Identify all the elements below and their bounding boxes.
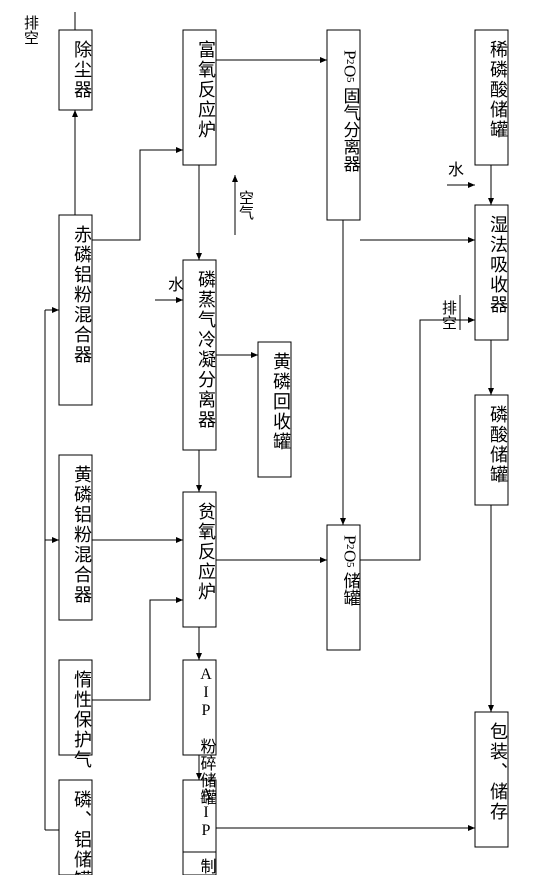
lbl-dilTank: 稀磷酸储罐 bbox=[488, 40, 508, 140]
lbl-ypMix: 黄磷铝粉混合器 bbox=[72, 465, 92, 605]
lbl-dust: 除尘器 bbox=[72, 40, 92, 100]
lbl-aipP: AIP 制剂加工 bbox=[198, 786, 217, 875]
lbl-acid: 磷酸储罐 bbox=[488, 405, 508, 485]
lbl-p2o5sep: P2O5 固气分离器 bbox=[341, 50, 361, 172]
lbl-redMix: 赤磷铝粉混合器 bbox=[72, 225, 92, 365]
edge-red-oxy bbox=[92, 150, 183, 240]
edge-p2o5tank-wet bbox=[360, 320, 475, 560]
lbl-oxyFurn: 富氧反应炉 bbox=[196, 40, 216, 140]
lbl-pCond: 磷蒸气冷凝分离器 bbox=[196, 270, 216, 430]
lbl-drain1: 排空 bbox=[22, 15, 39, 45]
lbl-p2o5tank: P2O5 储罐 bbox=[341, 535, 361, 606]
lbl-drain2: 排空 bbox=[440, 300, 457, 330]
lbl-water1: 水 bbox=[168, 276, 184, 294]
lbl-pack: 包装、储存 bbox=[488, 722, 508, 822]
lbl-wetAbs: 湿法吸收器 bbox=[488, 215, 508, 315]
lbl-pAl: 磷、铝储罐 bbox=[72, 790, 92, 875]
lbl-lean: 贫氧反应炉 bbox=[196, 502, 216, 602]
lbl-ypRec: 黄磷回收罐 bbox=[271, 352, 291, 452]
edge-inert-lean bbox=[92, 600, 183, 700]
flowchart: 除尘器 富氧反应炉 稀磷酸储罐 赤磷铝粉混合器 磷蒸气冷凝分离器 湿法吸收器 黄… bbox=[0, 0, 560, 875]
lbl-water2: 水 bbox=[448, 161, 464, 179]
lbl-inert: 惰性保护气 bbox=[72, 670, 92, 770]
lbl-aipT: AIP 粉碎储罐 bbox=[198, 666, 217, 806]
lbl-air: 空气 bbox=[237, 190, 254, 220]
